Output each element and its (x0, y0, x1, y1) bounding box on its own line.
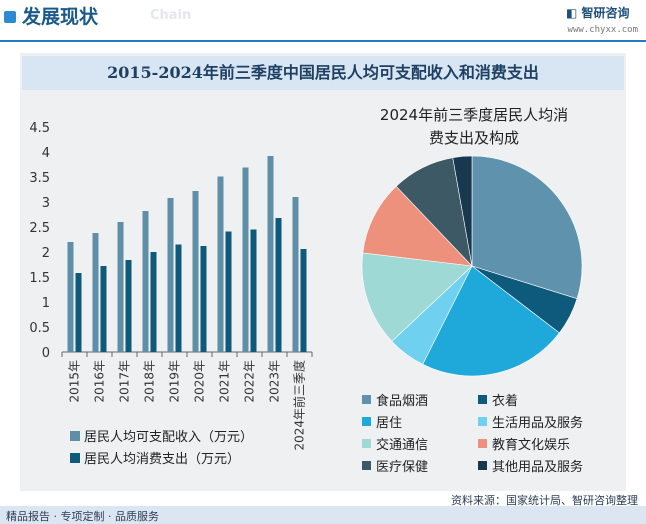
bar-income (67, 242, 74, 352)
y-tick-label: 2.5 (29, 221, 50, 236)
y-tick-label: 4 (42, 146, 50, 161)
x-tick-label: 2018年 (143, 360, 157, 403)
pie-legend-swatch (362, 395, 371, 404)
y-tick-label: 0 (42, 346, 50, 361)
bar-consumption (250, 229, 257, 352)
x-tick-label: 2019年 (168, 360, 182, 403)
bar-income (117, 222, 124, 352)
bar-income (242, 167, 249, 352)
header-marker-icon (4, 11, 16, 23)
pie-legend-label: 交通通信 (376, 437, 428, 453)
bar-consumption (100, 266, 107, 352)
x-tick-label: 2023年 (268, 360, 282, 403)
bar-consumption (75, 273, 82, 352)
main-title: 2015-2024年前三季度中国居民人均可支配收入和消费支出 (22, 56, 624, 90)
y-tick-label: 1.5 (29, 271, 50, 286)
logo-icon: ◧ (566, 6, 582, 20)
bar-income (142, 211, 149, 352)
x-tick-label: 2024年前三季度 (292, 360, 307, 451)
y-tick-label: 3.5 (29, 171, 50, 186)
pie-legend-swatch (478, 439, 487, 448)
pie-legend-label: 生活用品及服务 (492, 415, 583, 431)
bar-income (217, 176, 224, 352)
bar-consumption (275, 218, 282, 352)
pie-legend-swatch (478, 417, 487, 426)
bar-consumption (200, 246, 207, 352)
pie-slice (362, 185, 473, 267)
legend-swatch (70, 431, 80, 441)
pie-legend-label: 医疗保健 (376, 460, 428, 475)
bar-consumption (225, 231, 232, 352)
pie-legend-label: 食品烟酒 (376, 393, 428, 409)
bar-income (167, 198, 174, 352)
pie-legend-swatch (362, 461, 371, 470)
pie-slice (471, 155, 583, 300)
pie-legend-label: 其他用品及服务 (492, 459, 583, 475)
bar-consumption (175, 244, 182, 352)
bar-income (292, 197, 299, 352)
logo-text: 智研咨询 (581, 6, 630, 20)
brand-logo: ◧ 智研咨询 (566, 4, 630, 21)
bar-consumption (300, 249, 307, 352)
bar-income (92, 233, 99, 352)
pie-slice (361, 252, 473, 342)
pie-legend-swatch (362, 439, 371, 448)
x-tick-label: 2020年 (193, 360, 207, 403)
header-subtitle: Chain (150, 8, 192, 23)
y-tick-label: 2 (42, 246, 50, 261)
header-title-text: 发展现状 (22, 6, 99, 28)
y-tick-label: 3 (42, 196, 50, 211)
bar-consumption (125, 260, 132, 352)
y-tick-label: 1 (42, 296, 50, 311)
pie-legend-label: 教育文化娱乐 (492, 437, 570, 453)
pie-title: 2024年前三季度居民人均消 (380, 106, 568, 124)
y-tick-label: 0.5 (29, 321, 50, 336)
header-rule (0, 40, 646, 42)
x-tick-label: 2022年 (243, 360, 257, 403)
footer-bar (0, 506, 646, 524)
pie-legend-swatch (362, 417, 371, 426)
x-tick-label: 2015年 (68, 360, 82, 403)
legend-swatch (70, 453, 80, 463)
pie-legend-label: 衣着 (492, 393, 518, 409)
footer-source: 资料来源：国家统计局、智研咨询整理 (451, 494, 638, 507)
pie-slice (422, 265, 560, 377)
x-tick-label: 2016年 (93, 360, 107, 403)
bar-income (267, 156, 274, 352)
pie-legend-label: 居住 (376, 416, 402, 431)
pie-title: 费支出及构成 (429, 129, 519, 147)
bar-consumption (150, 252, 157, 352)
legend-label: 居民人均可支配收入（万元） (84, 430, 253, 445)
x-tick-label: 2021年 (218, 360, 232, 403)
pie-legend-swatch (478, 395, 487, 404)
bar-income (192, 191, 199, 352)
legend-label: 居民人均消费支出（万元） (84, 452, 240, 467)
header-title: 发展现状 (4, 2, 98, 29)
pie-legend-swatch (478, 461, 487, 470)
y-tick-label: 4.5 (29, 121, 50, 136)
footer-tagline: 精品报告 · 专项定制 · 品质服务 (6, 510, 159, 523)
x-tick-label: 2017年 (118, 360, 132, 403)
pie-slice (452, 155, 473, 267)
header-url: www.chyxx.com (567, 25, 638, 35)
